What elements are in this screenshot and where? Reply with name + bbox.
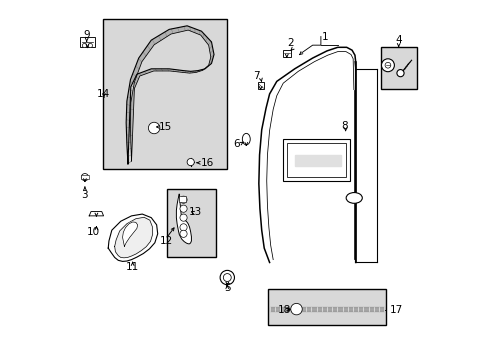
Polygon shape <box>269 307 384 311</box>
Circle shape <box>290 303 302 315</box>
Bar <box>283 50 290 57</box>
Polygon shape <box>115 217 152 258</box>
Bar <box>167 189 215 257</box>
Circle shape <box>180 205 187 212</box>
Bar <box>267 289 386 325</box>
Bar <box>80 37 94 47</box>
Circle shape <box>81 174 88 181</box>
Text: 10: 10 <box>86 227 100 237</box>
Text: 1: 1 <box>321 32 327 41</box>
Text: 17: 17 <box>389 305 402 315</box>
Circle shape <box>82 43 86 48</box>
Ellipse shape <box>242 134 250 145</box>
Polygon shape <box>108 214 158 261</box>
Text: 9: 9 <box>83 30 90 40</box>
Polygon shape <box>126 26 214 164</box>
Ellipse shape <box>346 193 362 203</box>
Circle shape <box>396 69 403 77</box>
Bar <box>286 143 346 177</box>
Text: 15: 15 <box>158 122 171 132</box>
Text: 13: 13 <box>188 207 201 217</box>
Bar <box>257 82 264 89</box>
Bar <box>102 19 226 169</box>
Bar <box>283 139 349 181</box>
Polygon shape <box>176 194 191 244</box>
Text: 12: 12 <box>160 236 173 246</box>
Polygon shape <box>122 222 137 246</box>
Circle shape <box>148 122 160 134</box>
Polygon shape <box>258 90 376 262</box>
Circle shape <box>180 230 187 237</box>
Circle shape <box>180 224 187 231</box>
Bar <box>380 47 416 89</box>
Circle shape <box>223 274 231 282</box>
Circle shape <box>180 196 187 203</box>
Bar <box>81 175 89 179</box>
Text: 5: 5 <box>224 283 230 293</box>
Text: 7: 7 <box>252 71 259 81</box>
Circle shape <box>88 43 92 48</box>
Circle shape <box>220 270 234 285</box>
Text: 3: 3 <box>81 190 88 201</box>
Circle shape <box>384 62 390 68</box>
Circle shape <box>180 214 187 221</box>
Text: 18: 18 <box>277 305 290 315</box>
Bar <box>179 196 186 202</box>
Text: 11: 11 <box>126 262 139 272</box>
Text: 16: 16 <box>201 158 214 168</box>
Circle shape <box>187 158 194 166</box>
Circle shape <box>381 59 394 72</box>
Polygon shape <box>294 155 341 166</box>
Text: 2: 2 <box>287 38 294 48</box>
Text: 4: 4 <box>395 35 401 45</box>
Text: 6: 6 <box>233 139 239 149</box>
Text: 8: 8 <box>341 121 347 131</box>
Text: 14: 14 <box>97 89 110 99</box>
